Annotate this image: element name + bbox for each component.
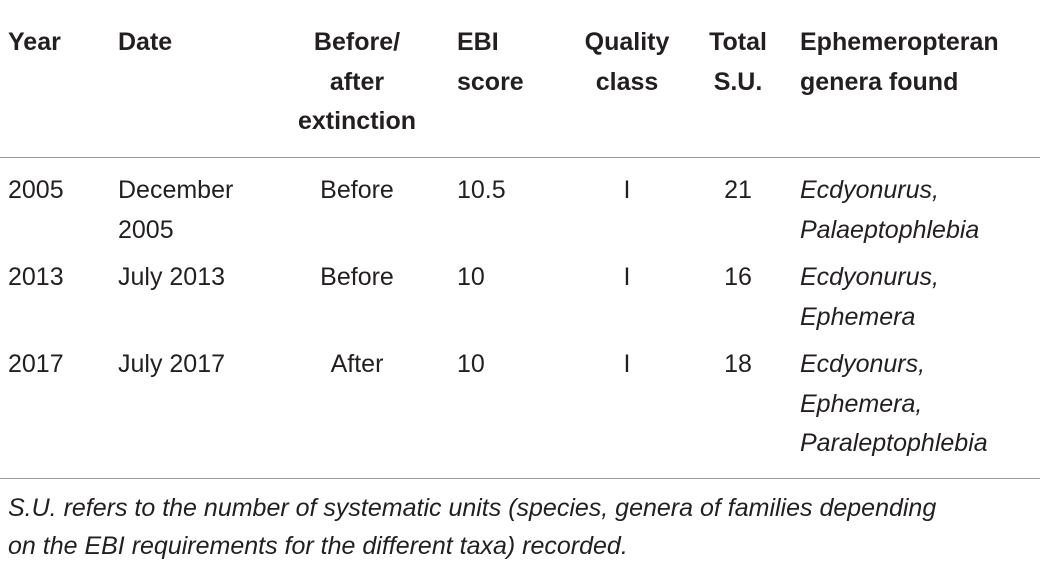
table-cell: 16 — [724, 263, 752, 291]
table-cell: Before — [320, 263, 394, 291]
header-cell: EBI — [457, 28, 499, 56]
table-cell: Ecdyonurus, — [800, 176, 939, 204]
table-cell: 21 — [724, 176, 752, 204]
header-cell: after — [329, 67, 385, 96]
table-footnote: on the EBI requirements for the differen… — [8, 532, 628, 560]
header-cell: Quality — [584, 28, 670, 56]
table-cell: Palaeptophlebia — [800, 215, 980, 244]
table-cell: July 2013 — [118, 263, 226, 291]
header-cell: Date — [118, 28, 173, 56]
table-cell: 2005 — [8, 176, 64, 204]
table-cell: 2005 — [118, 215, 174, 244]
header-cell: Year — [8, 28, 61, 56]
table-cell: Ephemera, — [800, 389, 923, 418]
table-cell: Before — [320, 176, 394, 204]
table-cell: Ephemera — [800, 302, 916, 331]
header-cell: S.U. — [713, 67, 763, 96]
header-cell: genera found — [800, 67, 959, 96]
header-cell: Ephemeropteran — [800, 28, 999, 56]
table-cell: I — [623, 263, 631, 291]
header-cell: score — [457, 67, 524, 96]
table-cell: 2017 — [8, 350, 64, 378]
table-cell: 10 — [457, 263, 485, 291]
table-cell: 18 — [724, 350, 752, 378]
table-cell: Ecdyonurs, — [800, 350, 926, 378]
table-bottom-rule — [0, 478, 1040, 479]
table-cell: December — [118, 176, 234, 204]
header-cell: class — [595, 67, 659, 96]
table-cell: 10.5 — [457, 176, 506, 204]
header-cell: Before/ — [313, 28, 401, 56]
table-cell: Paraleptophlebia — [800, 429, 988, 457]
table-cell: Ecdyonurus, — [800, 263, 939, 291]
table-footnote: S.U. refers to the number of systematic … — [8, 494, 937, 522]
table-cell: I — [623, 176, 631, 204]
table-cell: I — [623, 350, 631, 378]
header-rule — [0, 157, 1040, 158]
header-cell: extinction — [297, 107, 417, 135]
table-cell: 2013 — [8, 263, 64, 291]
table-cell: After — [330, 350, 384, 378]
table-cell: 10 — [457, 350, 485, 378]
header-cell: Total — [709, 28, 767, 56]
table-cell: July 2017 — [118, 350, 226, 378]
